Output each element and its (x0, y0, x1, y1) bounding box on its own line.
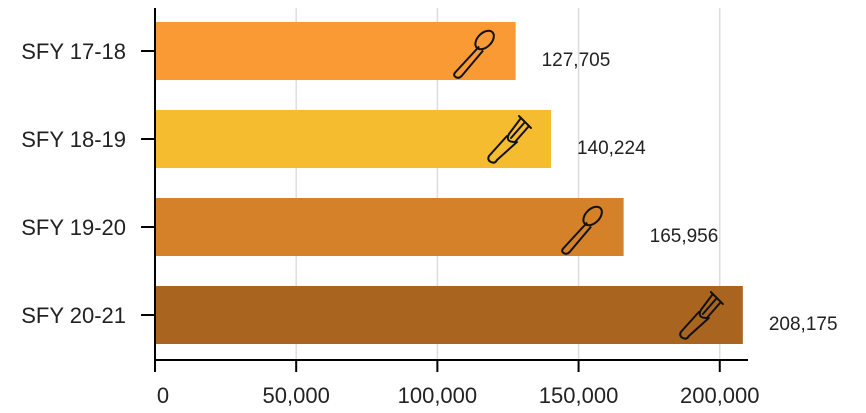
bar-0 (155, 22, 516, 80)
labels: 127,705 SFY 17-18 140,224 SFY 18-19 165,956 S… (21, 39, 837, 408)
x-tick-label-3: 150,000 (539, 383, 619, 408)
x-tick-label-1: 50,000 (263, 383, 330, 408)
x-tick-label-4: 200,000 (680, 383, 760, 408)
spoon-icon (453, 29, 495, 79)
data-label-0: 127,705 (542, 50, 611, 71)
category-label-0: SFY 17-18 (21, 39, 126, 64)
data-label-1: 140,224 (577, 138, 646, 159)
category-label-1: SFY 18-19 (21, 127, 126, 152)
category-label-2: SFY 19-20 (21, 215, 126, 240)
fork-icon (487, 115, 532, 164)
data-label-3: 208,175 (769, 314, 838, 335)
x-tick-label-2: 100,000 (398, 383, 478, 408)
spoon-icon (561, 205, 603, 255)
axes (141, 8, 748, 372)
data-label-2: 165,956 (650, 226, 719, 247)
bar-1 (155, 110, 551, 168)
bars (155, 22, 743, 344)
fork-icon (679, 291, 724, 340)
x-tick-label-0: 0 (157, 383, 169, 408)
bar-2 (155, 198, 624, 256)
bar-3 (155, 286, 743, 344)
category-label-3: SFY 20-21 (21, 303, 126, 328)
